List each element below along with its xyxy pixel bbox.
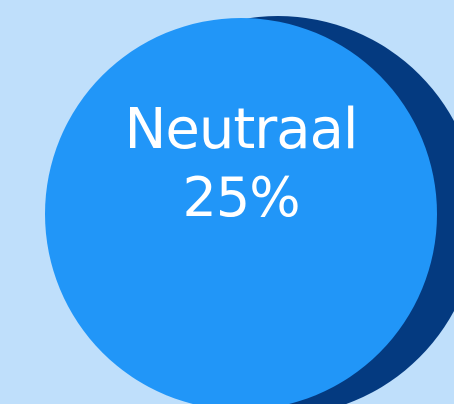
bubble-label-block: Neutraal 25% [45, 95, 437, 231]
bubble-label: Neutraal [124, 97, 358, 162]
bubble-circle [45, 18, 437, 404]
bubble-value: 25% [182, 166, 300, 229]
